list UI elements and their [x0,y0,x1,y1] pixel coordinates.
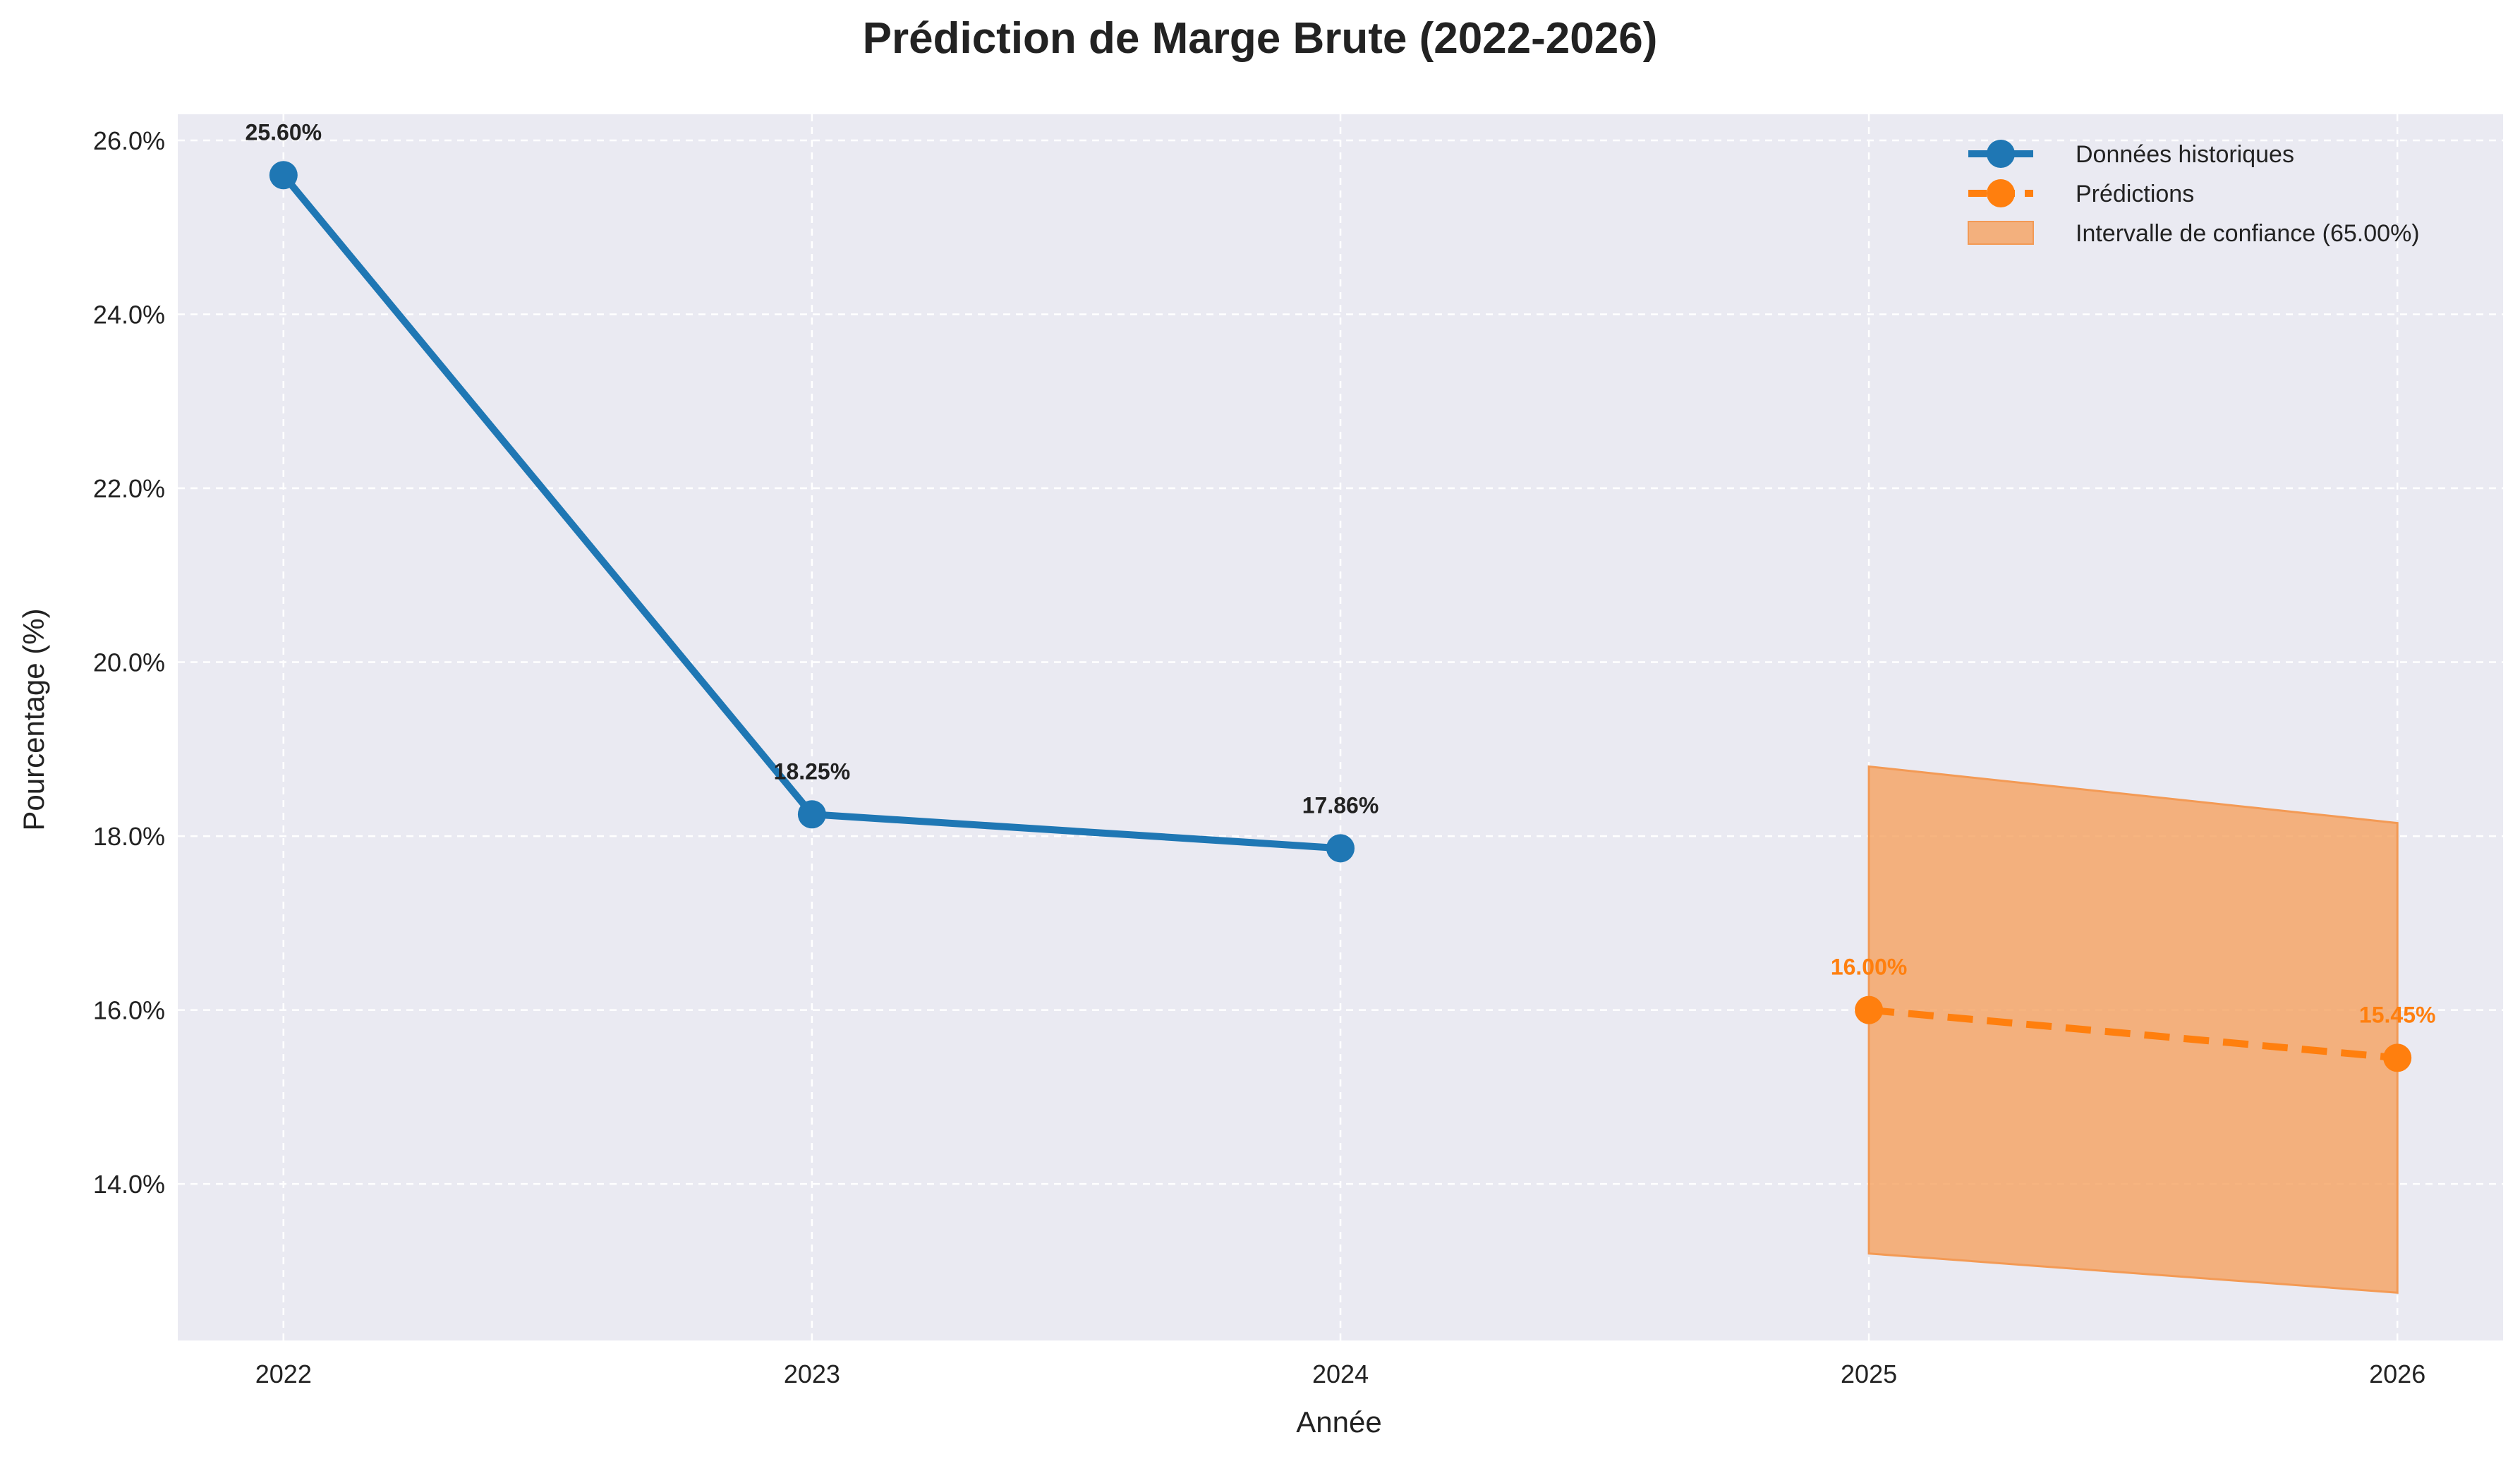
legend: Données historiques Prédictions Intervalle… [1968,140,2420,247]
y-tick-label: 14.0% [93,1170,165,1199]
confidence-interval-area [1867,765,2399,1294]
data-point [797,800,826,829]
y-tick-label: 26.0% [93,126,165,155]
data-labels: 25.60% 18.25% 17.86% 16.00% 15.45% [246,119,2436,1027]
legend-label: Prédictions [2076,181,2194,207]
data-label: 25.60% [246,119,322,145]
data-label: 16.00% [1831,955,1908,980]
data-point [2383,1043,2412,1072]
legend-marker [1987,179,2015,207]
data-point [269,161,298,190]
x-tick-label: 2023 [784,1360,840,1388]
legend-label: Données historiques [2076,141,2294,168]
series-line-1 [1868,1006,2398,1062]
y-tick-label: 16.0% [93,996,165,1025]
data-label: 18.25% [774,758,851,784]
y-tick-label: 20.0% [93,648,165,677]
legend-swatch-ci [1968,221,2034,245]
y-tick-label: 22.0% [93,474,165,503]
data-point [1326,834,1355,863]
y-axis-ticks: 14.0% 16.0% 18.0% 20.0% 22.0% 24.0% 26.0% [93,126,165,1199]
x-tick-label: 2026 [2369,1360,2425,1388]
x-axis-ticks: 2022 2023 2024 2025 2026 [255,1360,2425,1388]
x-tick-label: 2024 [1312,1360,1369,1388]
data-label: 17.86% [1302,792,1379,818]
x-tick-label: 2022 [255,1360,312,1388]
y-tick-label: 24.0% [93,301,165,329]
series-markers [269,161,2412,1072]
data-label: 15.45% [2359,1002,2436,1027]
legend-label: Intervalle de confiance (65.00%) [2076,220,2420,247]
y-tick-label: 18.0% [93,822,165,851]
x-axis-label: Année [1296,1405,1381,1439]
x-tick-label: 2025 [1841,1360,1897,1388]
chart-title: Prédiction de Marge Brute (2022-2026) [863,14,1658,63]
y-axis-label: Pourcentage (%) [17,608,50,830]
data-point [1855,995,1884,1024]
legend-marker [1987,140,2015,168]
